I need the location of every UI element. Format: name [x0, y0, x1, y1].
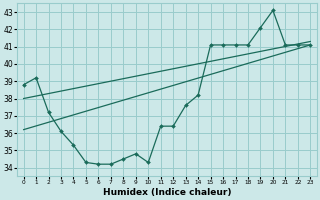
X-axis label: Humidex (Indice chaleur): Humidex (Indice chaleur): [103, 188, 231, 197]
